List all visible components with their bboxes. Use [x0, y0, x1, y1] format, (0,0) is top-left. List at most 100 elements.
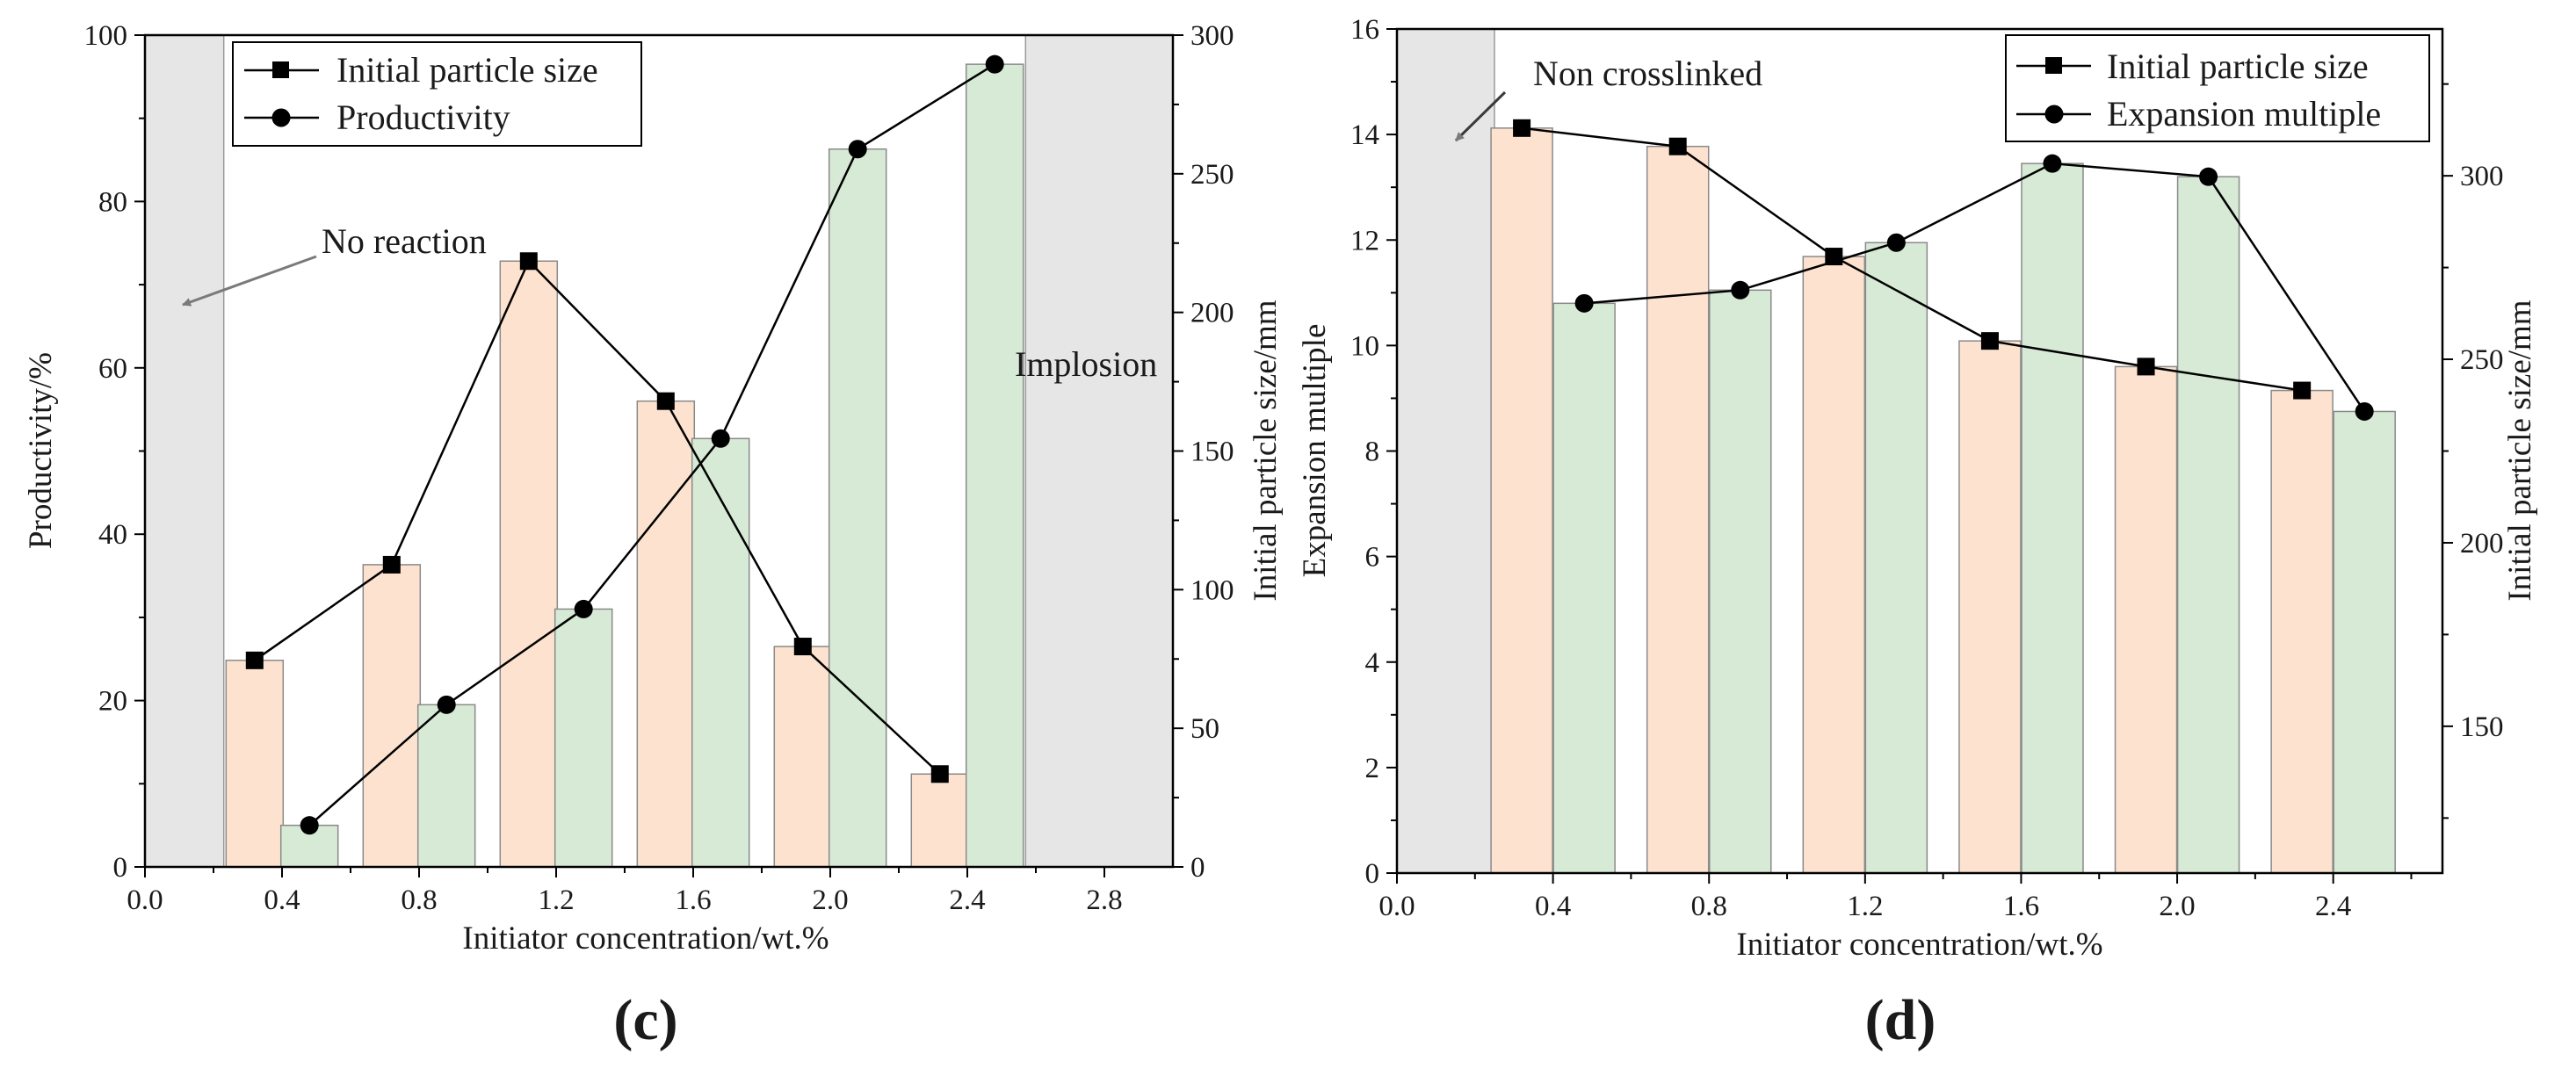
y-left-tick-label: 0: [1365, 858, 1380, 890]
bar-series-1-4: [2176, 176, 2240, 874]
square-marker-point: [2293, 381, 2312, 400]
shaded-region-1: [1025, 35, 1173, 867]
x-axis-label: Initiator concentration/wt.%: [462, 921, 829, 957]
circle-marker-point: [574, 599, 593, 618]
legend-item-expansion-multiple: Expansion multiple: [2016, 94, 2381, 134]
x-tick-label: 2.4: [2315, 891, 2351, 922]
circle-marker-point: [1731, 280, 1750, 300]
y-left-tick-label: 80: [98, 186, 127, 218]
x-tick-label: 0.8: [401, 884, 437, 916]
bar-series-0-1: [1646, 145, 1710, 874]
panel-label: (d): [1865, 988, 1936, 1052]
bar-series-0-2: [499, 260, 559, 868]
bar-series-1-0: [1552, 302, 1616, 874]
legend: Initial particle size Productivity: [232, 41, 642, 147]
legend-item-initial-particle-size: Initial particle size: [2016, 47, 2369, 86]
panel-label: (c): [613, 988, 677, 1052]
x-tick-label: 1.2: [538, 884, 574, 916]
y-right-tick-label: 300: [1190, 20, 1234, 52]
square-marker-point: [1980, 332, 1999, 350]
legend-circle-marker: [271, 108, 291, 127]
circle-marker-point: [1574, 293, 1594, 313]
y-left-tick-label: 40: [98, 519, 127, 551]
bar-series-1-5: [2333, 410, 2396, 874]
bar-series-0-1: [362, 564, 422, 868]
square-marker-point: [382, 555, 401, 574]
x-axis-label: Initiator concentration/wt.%: [1736, 927, 2102, 963]
circle-marker-point: [2043, 154, 2062, 173]
line-series-1: [308, 63, 995, 827]
x-tick-label: 1.2: [1847, 891, 1883, 922]
square-marker-point: [1513, 119, 1531, 137]
x-tick-label: 2.0: [2159, 891, 2195, 922]
x-tick-label: 2.0: [812, 884, 848, 916]
shaded-region-0: [145, 35, 224, 867]
y-left-tick-label: 100: [84, 20, 128, 52]
square-marker-point: [656, 392, 675, 410]
circle-marker-point: [2199, 167, 2218, 186]
square-marker-point: [930, 765, 949, 783]
circle-marker-point: [711, 429, 730, 448]
y-left-tick-label: 20: [98, 686, 127, 718]
bar-series-1-1: [1708, 289, 1772, 874]
circle-marker-point: [437, 695, 456, 714]
y-left-tick-label: 8: [1365, 437, 1380, 468]
legend: Initial particle size Expansion multiple: [2005, 34, 2430, 142]
y-left-tick-label: 0: [113, 852, 128, 884]
y-right-tick-label: 150: [2460, 711, 2504, 743]
legend-label: Initial particle size: [2107, 47, 2369, 86]
y-left-tick-label: 12: [1350, 225, 1379, 256]
y-axis-label-left: Expansion multiple: [1297, 324, 1333, 578]
y-axis-label-right: Initial particle size/mm: [2502, 300, 2538, 601]
bar-series-0-5: [2270, 389, 2334, 874]
annotation-text: Non crosslinked: [1533, 54, 1762, 93]
line-series-0: [254, 259, 941, 776]
y-right-tick-label: 300: [2460, 161, 2504, 192]
square-marker-point: [793, 638, 812, 656]
annotation-arrow: [1454, 90, 1507, 142]
bar-series-0-0: [225, 660, 285, 868]
legend-square-marker: [272, 61, 289, 78]
square-marker-point: [2137, 357, 2155, 376]
legend-circle-marker: [2044, 105, 2064, 124]
bar-series-0-3: [1958, 340, 2022, 874]
square-marker-point: [1668, 137, 1687, 155]
x-tick-label: 1.6: [675, 884, 711, 916]
legend-box: [232, 41, 642, 147]
y-right-tick-label: 200: [2460, 528, 2504, 560]
bar-series-1-3: [2021, 162, 2084, 874]
y-right-tick-label: 150: [1190, 437, 1234, 468]
bar-series-1-4: [828, 148, 887, 868]
x-tick-label: 0.4: [264, 884, 300, 916]
y-left-tick-label: 14: [1350, 119, 1379, 151]
bar-series-0-5: [910, 773, 970, 868]
annotation-arrow: [182, 255, 317, 307]
bar-series-0-4: [773, 646, 833, 868]
circle-marker-point: [985, 54, 1004, 74]
legend-label: Expansion multiple: [2107, 94, 2381, 134]
legend-label: Productivity: [336, 97, 510, 137]
x-tick-label: 2.4: [949, 884, 985, 916]
bar-series-0-4: [2114, 365, 2178, 874]
bar-series-1-3: [691, 437, 750, 868]
y-left-tick-label: 10: [1350, 330, 1379, 362]
y-right-tick-label: 250: [2460, 344, 2504, 376]
y-left-tick-label: 16: [1350, 14, 1379, 46]
chart-panel-d: 0.0 0.4 0.8 1.2 1.6 2.0 2.4 0 2 4 6 8 10 12 14 16 150 200…: [1297, 14, 2538, 1052]
bar-series-1-2: [1864, 242, 1928, 874]
x-tick-label: 0.4: [1535, 891, 1571, 922]
bar-series-0-2: [1802, 256, 1866, 874]
circle-marker-point: [848, 140, 867, 159]
chart-panel-c: 0.0 0.4 0.8 1.2 1.6 2.0 2.4 2.8 0 20 40 60 80 100 0 50 1…: [23, 20, 1284, 1052]
legend-item-productivity: Productivity: [244, 97, 510, 137]
circle-marker-point: [2355, 401, 2374, 421]
y-right-tick-label: 200: [1190, 298, 1234, 329]
x-tick-label: 1.6: [2003, 891, 2039, 922]
legend-box: [2005, 34, 2430, 142]
bar-series-0-3: [636, 400, 696, 868]
circle-marker-point: [1886, 233, 1906, 252]
bar-series-0-0: [1490, 127, 1553, 874]
y-right-tick-label: 0: [1190, 852, 1205, 884]
x-tick-label: 0.0: [127, 884, 163, 916]
